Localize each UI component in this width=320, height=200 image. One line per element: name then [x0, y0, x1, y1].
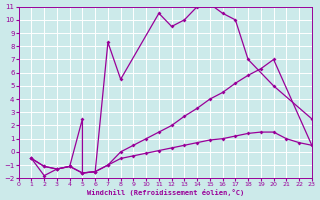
X-axis label: Windchill (Refroidissement éolien,°C): Windchill (Refroidissement éolien,°C)	[87, 189, 244, 196]
